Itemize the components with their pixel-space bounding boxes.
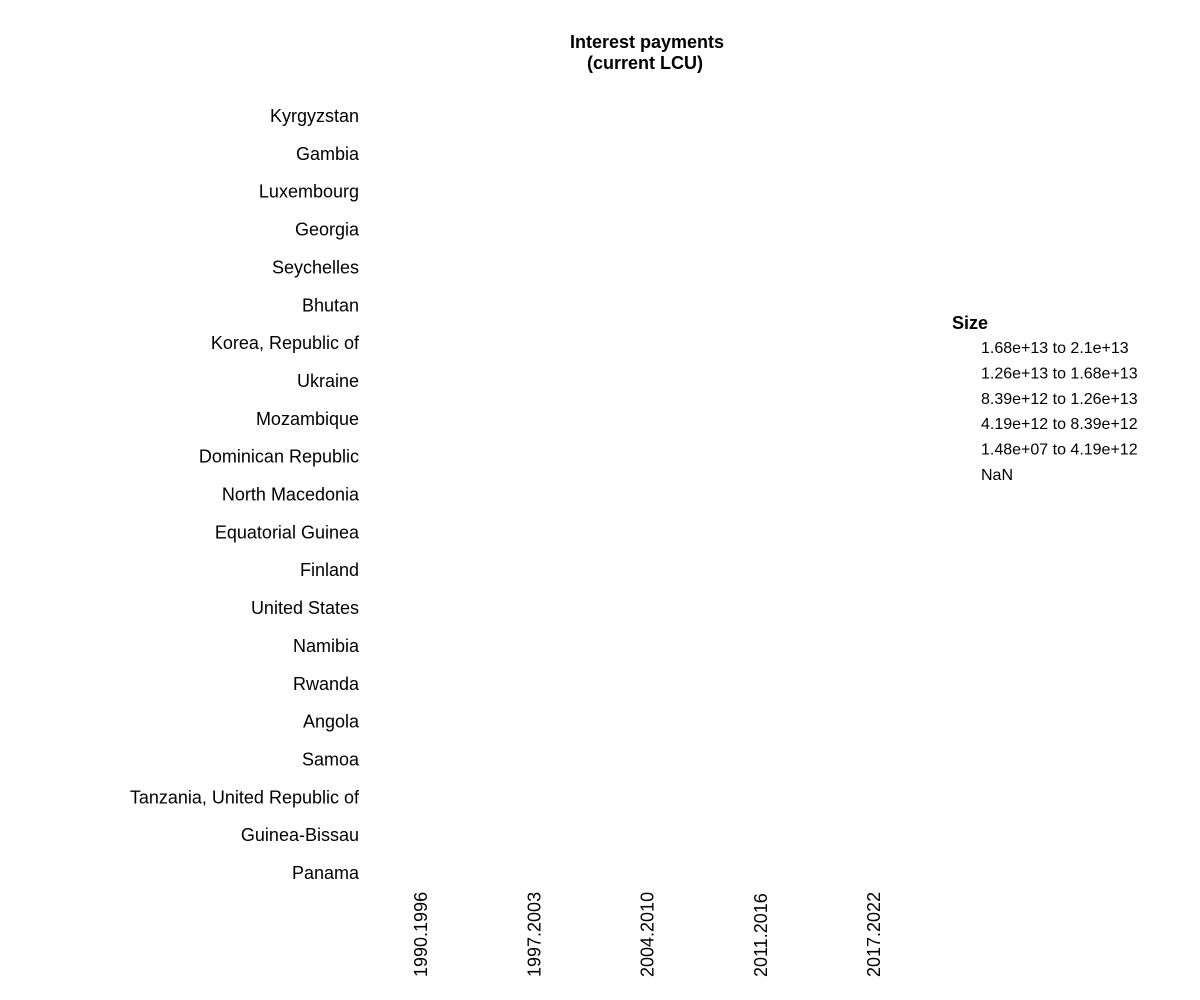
column-label: 2017.2022 [864, 892, 884, 977]
legend-item: 1.68e+13 to 2.1e+13 [981, 340, 1129, 357]
row-label: Guinea-Bissau [241, 825, 359, 845]
row-label: Rwanda [293, 674, 360, 694]
legend-item: NaN [981, 467, 1013, 484]
row-label: Angola [303, 712, 360, 732]
legend-item: 1.48e+07 to 4.19e+12 [981, 442, 1138, 459]
column-label: 1997.2003 [524, 892, 544, 977]
legend-item: 8.39e+12 to 1.26e+13 [981, 391, 1138, 408]
row-label: Korea, Republic of [211, 333, 360, 353]
row-labels: Kyrgyzstan Gambia Luxembourg Georgia Seychel… [130, 106, 360, 883]
legend-items: 1.68e+13 to 2.1e+13 1.26e+13 to 1.68e+13 8… [981, 340, 1138, 484]
row-label: Bhutan [302, 295, 359, 315]
row-label: Finland [300, 560, 359, 580]
row-label: Seychelles [272, 257, 359, 277]
column-label: 1990.1996 [411, 892, 431, 977]
row-label: Panama [292, 863, 360, 883]
row-label: Samoa [302, 750, 360, 770]
row-label: Tanzania, United Republic of [130, 787, 360, 807]
row-label: United States [251, 598, 359, 618]
row-label: Dominican Republic [199, 447, 359, 467]
legend-title: Size [952, 313, 988, 333]
legend-item: 4.19e+12 to 8.39e+12 [981, 416, 1138, 433]
row-label: Mozambique [256, 409, 359, 429]
column-label: 2004.2010 [638, 892, 658, 977]
column-labels: 1990.1996 1997.2003 2004.2010 2011.2016 2017… [411, 892, 884, 977]
legend-item: 1.26e+13 to 1.68e+13 [981, 365, 1138, 382]
chart-title: Interest payments (current LCU) [570, 32, 724, 73]
row-label: Ukraine [297, 371, 359, 391]
chart-title-line-1: Interest payments [570, 32, 724, 52]
row-label: Gambia [296, 144, 360, 164]
legend: Size 1.68e+13 to 2.1e+13 1.26e+13 to 1.68… [952, 313, 1138, 484]
row-label: Georgia [295, 220, 360, 240]
row-label: North Macedonia [222, 485, 360, 505]
row-label: Equatorial Guinea [215, 522, 360, 542]
column-label: 2011.2016 [751, 893, 771, 977]
row-label: Kyrgyzstan [270, 106, 359, 126]
row-label: Luxembourg [259, 182, 359, 202]
row-label: Namibia [293, 636, 360, 656]
chart-title-line-2: (current LCU) [587, 53, 703, 73]
